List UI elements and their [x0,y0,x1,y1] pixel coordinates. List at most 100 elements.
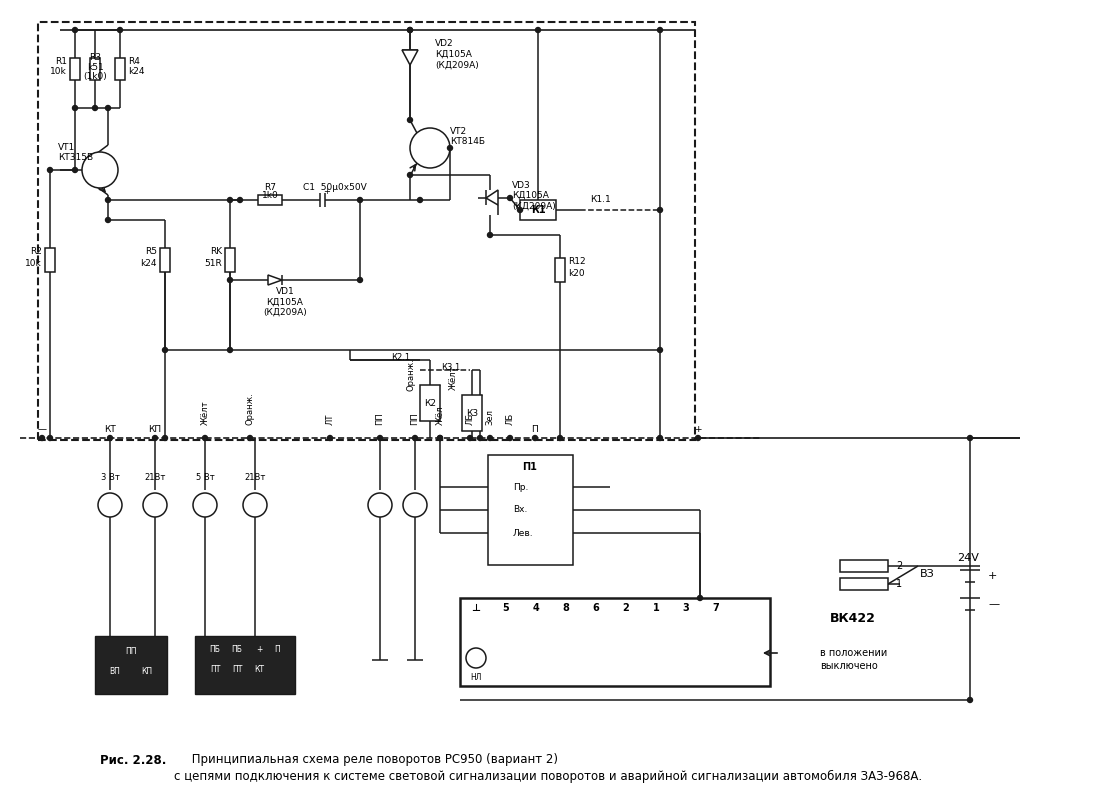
Text: 1k0: 1k0 [262,192,278,200]
Circle shape [107,435,113,440]
Circle shape [488,233,492,237]
Text: Рис. 2.28.: Рис. 2.28. [100,754,167,767]
Text: ПП: ПП [411,412,420,425]
Text: К3: К3 [466,408,478,418]
Circle shape [98,493,122,517]
Circle shape [228,197,232,202]
Text: 8: 8 [562,603,570,613]
Text: Оранж.: Оранж. [246,392,254,425]
Circle shape [437,435,443,440]
Text: VT2: VT2 [450,128,467,136]
Text: ВЗ: ВЗ [920,569,935,579]
Text: R5: R5 [145,248,157,257]
Text: 1: 1 [652,603,660,613]
Circle shape [72,106,78,111]
Text: 2: 2 [897,561,902,571]
Text: ПБ: ПБ [231,646,242,654]
Circle shape [507,435,513,440]
Text: ПТ: ПТ [232,666,242,674]
Text: 3 Вт: 3 Вт [101,473,119,483]
Circle shape [328,435,332,440]
Circle shape [72,168,78,172]
Text: КТ: КТ [104,426,116,435]
Circle shape [468,435,472,440]
Text: (КД209А): (КД209А) [263,307,307,317]
Text: VD1: VD1 [275,287,295,297]
Circle shape [368,493,392,517]
Circle shape [412,435,418,440]
Bar [840,578,888,590]
Bar [90,58,100,80]
Circle shape [488,435,492,440]
Text: в положении: в положении [820,648,888,658]
Bar [488,455,573,565]
Text: 4: 4 [533,603,539,613]
Circle shape [968,698,972,703]
Text: КП: КП [141,667,152,677]
Bar [420,385,439,421]
Text: VD3: VD3 [512,180,530,189]
Text: ВК422: ВК422 [830,611,876,625]
Circle shape [39,435,45,440]
Circle shape [408,27,412,33]
Circle shape [658,27,662,33]
Circle shape [72,27,78,33]
Text: R1: R1 [55,58,67,67]
Text: КП: КП [148,426,161,435]
Text: КТ814Б: КТ814Б [450,137,486,147]
Text: ПП: ПП [376,412,385,425]
Circle shape [437,435,443,440]
Circle shape [696,435,700,440]
Text: ВП: ВП [110,667,121,677]
Circle shape [533,435,537,440]
Text: Лев.: Лев. [513,529,534,537]
Text: НЛ: НЛ [470,674,481,683]
Circle shape [418,197,422,202]
Circle shape [357,277,363,282]
Text: Зел: Зел [486,409,494,425]
Text: R4: R4 [128,58,140,67]
Bar [555,258,566,282]
Circle shape [47,435,53,440]
Circle shape [162,435,168,440]
Text: k24: k24 [128,67,145,76]
Text: R2: R2 [30,248,42,257]
Polygon shape [486,190,498,205]
Text: 7: 7 [712,603,719,613]
Text: +: + [255,646,262,654]
Circle shape [117,27,123,33]
Circle shape [447,145,453,151]
Text: выключено: выключено [820,661,878,671]
Circle shape [228,277,232,282]
Circle shape [228,347,232,353]
Circle shape [377,435,383,440]
Circle shape [408,172,412,177]
Text: +: + [694,426,701,435]
Text: К1.1: К1.1 [590,196,610,205]
Polygon shape [402,50,418,65]
Text: (1k0): (1k0) [83,72,107,82]
Text: RK: RK [209,248,222,257]
Text: П: П [274,646,279,654]
Text: КД105А: КД105А [435,50,472,59]
Polygon shape [269,275,282,285]
Circle shape [558,435,562,440]
Text: C1  50μ0x50V: C1 50μ0x50V [304,184,367,192]
Text: ПТ: ПТ [209,666,220,674]
Text: R12: R12 [568,257,585,266]
Circle shape [536,27,540,33]
Circle shape [968,435,972,440]
Bar [45,248,55,272]
Text: (КД209А): (КД209А) [512,201,556,210]
Text: Жёлт: Жёлт [449,366,458,391]
Circle shape [92,106,98,111]
Circle shape [105,197,111,202]
Circle shape [658,208,662,213]
Text: К2.1: К2.1 [391,354,410,363]
Bar [520,200,556,220]
Circle shape [82,152,118,188]
Text: ПП: ПП [125,647,137,657]
Circle shape [697,596,703,601]
Text: 2: 2 [623,603,629,613]
Text: ЛБ: ЛБ [505,413,514,425]
